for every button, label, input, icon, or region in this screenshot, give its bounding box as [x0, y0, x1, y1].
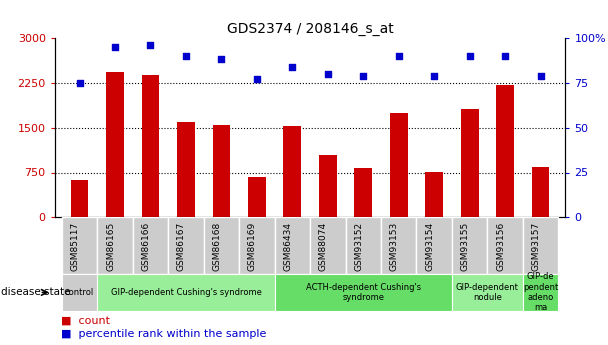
Point [145, 42, 155, 48]
Text: ■  count: ■ count [61, 316, 110, 326]
Bar [283, 126, 301, 217]
Bar [461, 109, 478, 217]
Bar [62, 217, 97, 274]
Text: GSM86166: GSM86166 [142, 222, 151, 271]
Point [323, 71, 333, 77]
Bar [97, 217, 133, 274]
Bar [71, 180, 88, 217]
Bar [213, 125, 230, 217]
Text: GSM86167: GSM86167 [177, 222, 186, 271]
Point [75, 80, 85, 86]
Bar [106, 72, 124, 217]
Text: ■  percentile rank within the sample: ■ percentile rank within the sample [61, 329, 266, 338]
Point [252, 77, 261, 82]
Bar [532, 167, 550, 217]
Point [429, 73, 439, 78]
Text: GIP-dependent Cushing's syndrome: GIP-dependent Cushing's syndrome [111, 288, 261, 297]
Bar [523, 217, 558, 274]
Bar [97, 274, 275, 310]
Text: GSM86168: GSM86168 [212, 222, 221, 271]
Bar [426, 172, 443, 217]
Text: GSM93153: GSM93153 [390, 222, 399, 271]
Text: GSM93155: GSM93155 [461, 222, 469, 271]
Title: GDS2374 / 208146_s_at: GDS2374 / 208146_s_at [227, 21, 393, 36]
Text: GSM93152: GSM93152 [354, 222, 364, 271]
Bar [204, 217, 239, 274]
Bar [345, 217, 381, 274]
Bar [310, 217, 345, 274]
Point [500, 53, 510, 59]
Text: control: control [65, 288, 94, 297]
Bar [523, 274, 558, 310]
Bar [452, 274, 523, 310]
Point [181, 53, 191, 59]
Text: GSM93154: GSM93154 [425, 222, 434, 271]
Bar [354, 168, 372, 217]
Point [536, 73, 545, 78]
Text: GIP-dependent
nodule: GIP-dependent nodule [456, 283, 519, 302]
Bar [133, 217, 168, 274]
Bar [275, 217, 310, 274]
Bar [168, 217, 204, 274]
Bar [177, 122, 195, 217]
Text: disease state: disease state [1, 287, 70, 297]
Point [394, 53, 404, 59]
Bar [239, 217, 275, 274]
Bar [248, 177, 266, 217]
Bar [319, 155, 337, 217]
Point [216, 57, 226, 62]
Text: GSM86434: GSM86434 [283, 222, 292, 271]
Bar [390, 113, 407, 217]
Point [110, 44, 120, 50]
Point [358, 73, 368, 78]
Point [288, 64, 297, 69]
Text: GIP-de
pendent
adeno
ma: GIP-de pendent adeno ma [523, 272, 558, 313]
Bar [381, 217, 416, 274]
Text: ACTH-dependent Cushing's
syndrome: ACTH-dependent Cushing's syndrome [306, 283, 421, 302]
Bar [62, 274, 97, 310]
Bar [416, 217, 452, 274]
Text: GSM85117: GSM85117 [71, 222, 80, 271]
Text: GSM88074: GSM88074 [319, 222, 328, 271]
Text: GSM93157: GSM93157 [531, 222, 541, 271]
Text: GSM86165: GSM86165 [106, 222, 115, 271]
Text: GSM93156: GSM93156 [496, 222, 505, 271]
Point [465, 53, 474, 59]
Bar [452, 217, 488, 274]
Bar [488, 217, 523, 274]
Bar [275, 274, 452, 310]
Text: GSM86169: GSM86169 [248, 222, 257, 271]
Bar [142, 75, 159, 217]
Bar [496, 85, 514, 217]
